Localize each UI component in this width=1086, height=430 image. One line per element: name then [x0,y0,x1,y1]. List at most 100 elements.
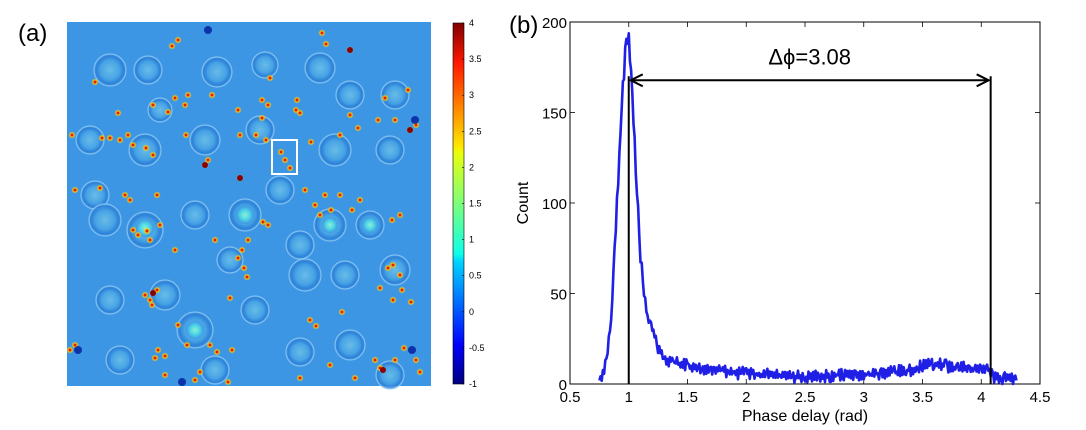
colorbar-tick-label: 1 [469,235,474,245]
hot-spot-core [148,298,152,302]
hot-spot-core [391,263,395,267]
x-tick-label: 4.5 [1030,389,1051,406]
y-tick-label: 0 [559,377,567,394]
cell [330,260,360,290]
hot-spot-core [313,203,317,207]
cell [288,258,322,292]
hot-spot-core [70,133,74,137]
hot-spot-core [128,198,132,202]
hot-spot-core [294,108,298,112]
hot-spot-core [144,146,148,150]
cell [380,80,410,110]
hot-spot-core [155,288,159,292]
phase-image [66,22,431,390]
hot-spot-core [386,266,390,270]
histogram-plot: Δϕ=3.08 [598,31,1018,386]
y-tick-label: 150 [542,106,567,123]
hot-spot-core [320,31,324,35]
hot-spot-core [153,356,157,360]
hot-spot-core [145,229,149,233]
highlight-box [271,139,298,175]
hot-spot-core [323,193,327,197]
colorbar-tick-label: 2 [469,162,474,172]
cell [93,53,127,87]
hot-spot-core [245,275,249,279]
hot-spot-core [324,42,328,46]
cell [251,51,279,79]
hot-spot-core [236,256,240,260]
colorbar: 4 3.5 3 2.5 2 1.5 1 0.5 0 -0.5 -1 [452,18,485,389]
dark-artifact [178,378,186,386]
hot-spot-core [240,248,244,252]
hot-spot-core [151,153,155,157]
colorbar-tick-label: 3.5 [469,54,482,64]
panel-a-label: (a) [18,20,48,47]
x-tick-label: 1.5 [677,389,698,406]
x-tick-label: 2 [742,389,750,406]
hot-spot-core [226,380,230,384]
hot-spot-core [303,188,307,192]
hot-spot-core [206,158,210,162]
dark-artifact [74,346,82,354]
hot-spot-core [314,324,318,328]
hot-spot-core [283,158,287,162]
delta-phi-annotation: Δϕ=3.08 [768,44,851,69]
hot-spot-core [116,111,120,115]
cell [375,135,405,165]
hot-spot-core [242,266,246,270]
hot-spot-core [230,348,234,352]
hot-spot-core [215,350,219,354]
x-axis-label: Phase delay (rad) [742,408,868,425]
y-tick-label: 100 [542,196,567,213]
hot-spot-core [210,93,214,97]
colorbar-tick-label: -1 [469,379,477,389]
hot-spot-core [390,218,394,222]
hot-spot-core [136,233,140,237]
hot-spot-core [163,354,167,358]
hot-spot-core [93,80,97,84]
x-tick-label: 4 [977,389,985,406]
cell [318,133,352,167]
hot-spot-core [163,373,167,377]
hot-spot-core [148,238,152,242]
cell [216,246,244,274]
dark-hot-spot [347,47,353,53]
cell [88,203,122,237]
hot-spot-core [398,213,402,217]
histogram-axes: 0.5 1 1.5 2 2.5 3 3.5 4 4.5 0 50 100 150 200 Phase del… [515,15,1050,425]
y-tick-label: 50 [550,287,567,304]
hot-spot-core [288,166,292,170]
bright-cell [322,217,338,233]
hot-spot-core [100,136,104,140]
hot-spot-core [376,118,380,122]
cell [240,295,270,325]
hot-spot-core [173,96,177,100]
dark-hot-spot [202,162,208,168]
hot-spot-core [238,133,242,137]
hot-spot-core [414,358,418,362]
hot-spot-core [383,96,387,100]
x-tick-label: 2.5 [795,389,816,406]
cell [95,285,125,315]
hot-spot-core [279,150,283,154]
hot-spot-core [73,188,77,192]
dark-hot-spot [150,290,156,296]
cell [105,345,135,375]
hot-spot-core [118,138,122,142]
hot-spot-core [260,98,264,102]
hot-spot-core [68,348,72,352]
hot-spot-core [266,103,270,107]
hot-spot-core [143,293,147,297]
cell [335,80,365,110]
colorbar-tick-label: 4 [469,18,474,28]
hot-spot-core [329,208,333,212]
y-tick-label: 200 [542,15,567,32]
bright-cell [186,321,204,339]
cell [304,52,336,84]
cell [133,55,163,85]
hot-spot-core [391,298,395,302]
hot-spot-core [98,186,102,190]
dark-hot-spot [407,127,413,133]
